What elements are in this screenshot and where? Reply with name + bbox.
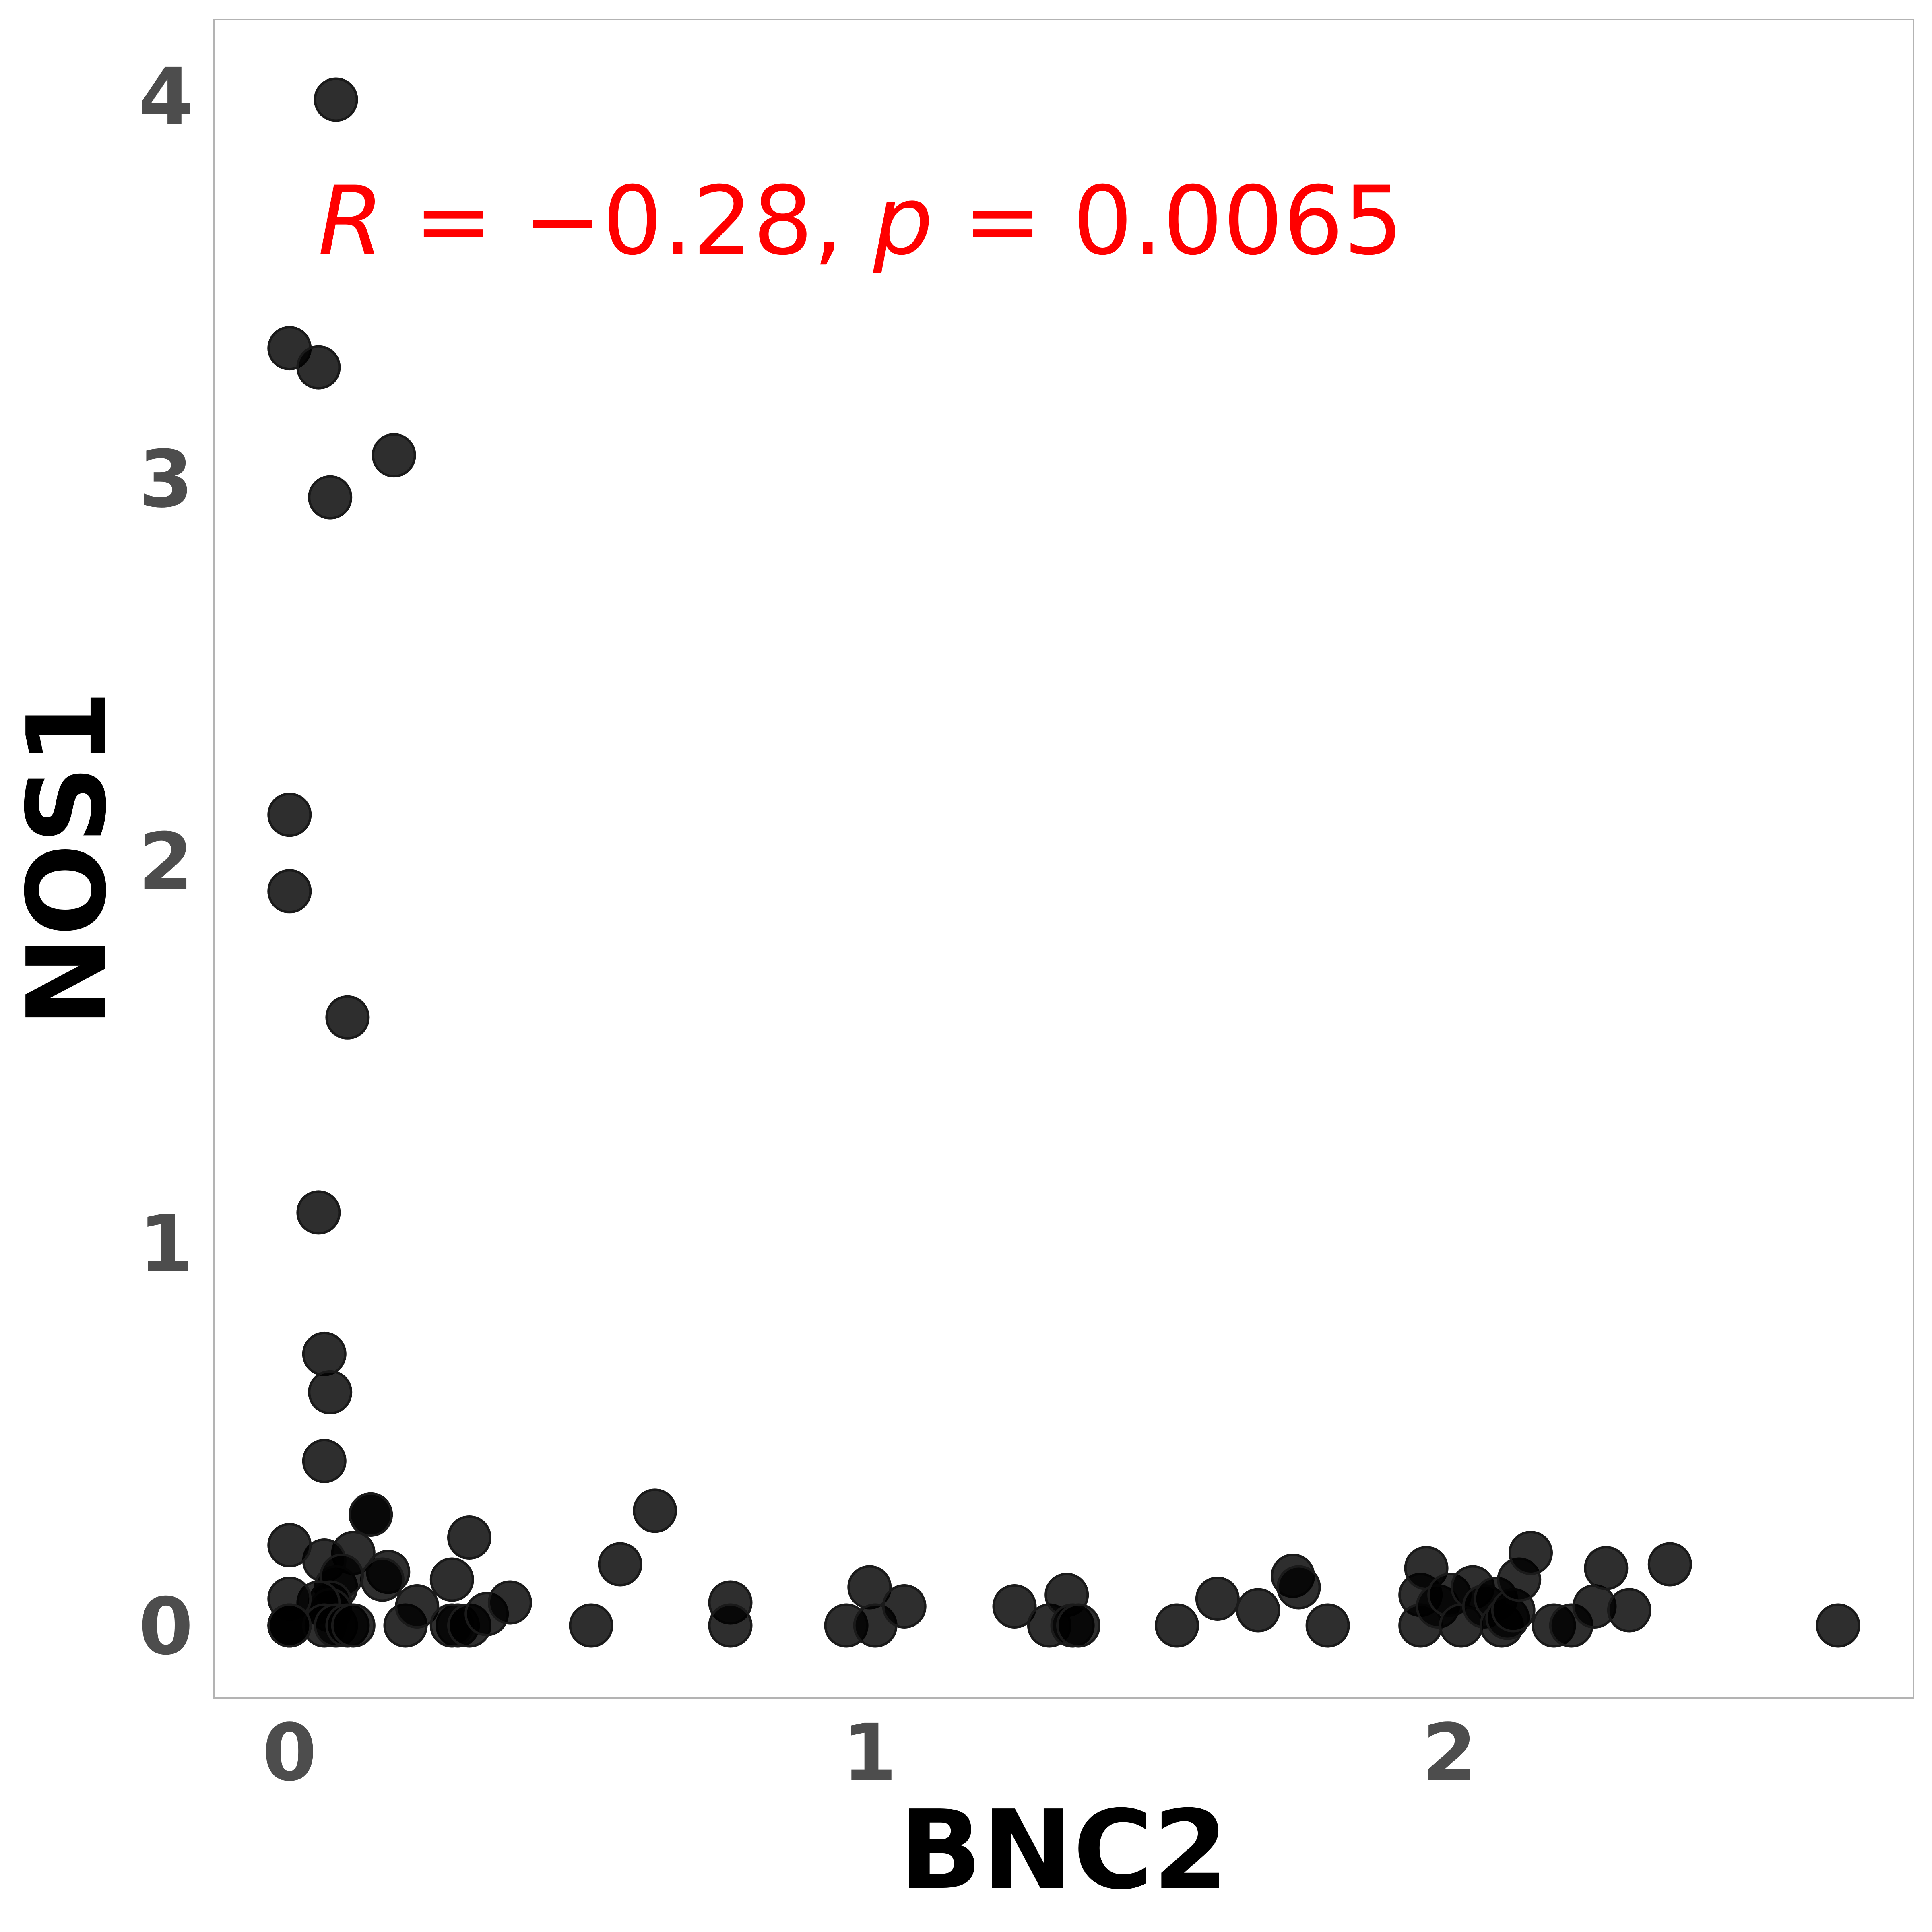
y-tick-label: 0 bbox=[138, 1581, 193, 1672]
data-point bbox=[395, 1584, 440, 1629]
y-tick-label: 1 bbox=[138, 1198, 193, 1290]
data-point bbox=[325, 995, 370, 1040]
data-point bbox=[302, 1439, 347, 1483]
data-point bbox=[296, 1190, 341, 1235]
data-point bbox=[633, 1488, 677, 1533]
data-point bbox=[308, 1370, 353, 1414]
data-point bbox=[1195, 1577, 1240, 1621]
data-point bbox=[1056, 1603, 1100, 1648]
y-axis-ticks: 0 1 2 3 4 bbox=[138, 51, 193, 1672]
data-point bbox=[1276, 1565, 1321, 1610]
x-tick-label: 1 bbox=[842, 1707, 897, 1798]
y-axis-title: NOS1 bbox=[4, 690, 130, 1027]
data-point bbox=[1155, 1603, 1199, 1648]
data-point bbox=[331, 1603, 376, 1648]
data-point bbox=[429, 1557, 474, 1602]
data-point bbox=[1816, 1603, 1860, 1648]
data-point bbox=[314, 77, 358, 122]
y-tick-label: 4 bbox=[138, 51, 193, 142]
x-axis-ticks: 0 1 2 bbox=[262, 1707, 1477, 1798]
data-point bbox=[296, 345, 341, 390]
data-point bbox=[302, 1331, 347, 1376]
data-point bbox=[708, 1603, 753, 1648]
data-point bbox=[308, 475, 353, 520]
plot-panel-border bbox=[213, 19, 1914, 1699]
data-point bbox=[267, 869, 312, 914]
data-point bbox=[992, 1584, 1037, 1629]
data-point bbox=[447, 1515, 491, 1560]
data-point bbox=[267, 1523, 312, 1567]
data-point bbox=[882, 1584, 927, 1629]
data-point bbox=[1236, 1588, 1280, 1633]
data-point bbox=[598, 1542, 642, 1587]
data-point bbox=[1305, 1603, 1350, 1648]
data-point bbox=[267, 793, 312, 837]
data-point bbox=[1509, 1531, 1553, 1575]
p-value-text: = 0.0065 bbox=[933, 166, 1404, 276]
r-value-text: = −0.28, bbox=[384, 166, 873, 276]
p-symbol: p bbox=[873, 166, 933, 276]
correlation-annotation: R = −0.28, p = 0.0065 bbox=[318, 166, 1404, 276]
data-point bbox=[349, 1492, 393, 1537]
data-point bbox=[360, 1557, 405, 1602]
data-point bbox=[372, 433, 416, 478]
data-point bbox=[267, 1603, 312, 1648]
data-point bbox=[1607, 1588, 1651, 1633]
y-tick-label: 2 bbox=[138, 816, 193, 907]
data-points bbox=[267, 77, 1860, 1648]
data-point bbox=[487, 1580, 532, 1625]
x-axis-title: BNC2 bbox=[899, 1787, 1228, 1913]
x-tick-label: 2 bbox=[1422, 1707, 1477, 1798]
y-tick-label: 3 bbox=[138, 433, 193, 525]
r-symbol: R bbox=[318, 166, 384, 276]
x-tick-label: 0 bbox=[262, 1707, 317, 1798]
data-point bbox=[1647, 1542, 1692, 1587]
data-point bbox=[1584, 1546, 1629, 1590]
data-point bbox=[569, 1603, 613, 1648]
